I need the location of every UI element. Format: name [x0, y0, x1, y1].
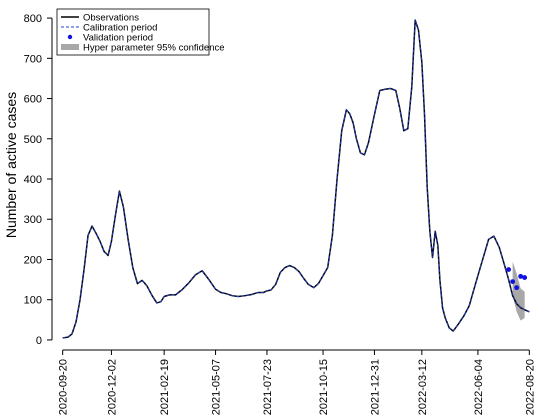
x-tick-label: 2021-05-07 — [211, 359, 223, 415]
validation-point — [522, 275, 528, 280]
y-tick-label: 700 — [24, 53, 42, 65]
x-tick-label: 2022-08-20 — [524, 359, 536, 415]
legend-label: Calibration period — [83, 23, 157, 34]
calibration-line — [62, 19, 530, 339]
validation-point — [510, 279, 516, 285]
y-tick-label: 800 — [24, 13, 42, 25]
y-tick-label: 300 — [24, 214, 42, 226]
y-tick-label: 500 — [24, 134, 42, 146]
confidence-band — [512, 261, 525, 321]
y-tick-label: 0 — [36, 335, 42, 347]
observations-line — [62, 19, 530, 339]
y-tick-label: 100 — [24, 295, 42, 307]
x-tick-label: 2021-12-31 — [369, 359, 381, 415]
legend-box — [56, 8, 210, 56]
x-tick-label: 2021-07-23 — [262, 359, 274, 415]
axes-layer: 0 100 200 300 400 500 600 700 800 2020-09-20 2020-… — [24, 13, 537, 415]
legend-label: Observations — [83, 13, 139, 24]
y-axis-label: Number of active cases — [3, 92, 19, 238]
validation-point — [506, 267, 512, 272]
y-tick-label: 600 — [24, 94, 42, 106]
x-tick-label: 2022-06-04 — [473, 359, 485, 415]
x-tick-label: 2020-09-20 — [58, 359, 70, 415]
x-tick-label: 2021-02-19 — [159, 359, 171, 415]
x-tick-label: 2022-03-12 — [417, 359, 429, 415]
validation-points-layer — [506, 267, 528, 291]
x-tick-label: 2020-12-02 — [106, 359, 118, 415]
validation-point — [514, 285, 520, 291]
confidence-band-layer — [512, 261, 525, 321]
legend-label: Validation period — [83, 33, 153, 44]
y-tick-label: 200 — [24, 254, 42, 266]
legend-key-validation — [67, 34, 73, 40]
legend-label: Hyper parameter 95% confidence — [83, 43, 225, 54]
series-lines-layer — [62, 19, 530, 339]
x-tick-label: 2021-10-15 — [318, 359, 330, 415]
validation-point — [518, 273, 524, 279]
y-tick-label: 400 — [24, 174, 42, 186]
